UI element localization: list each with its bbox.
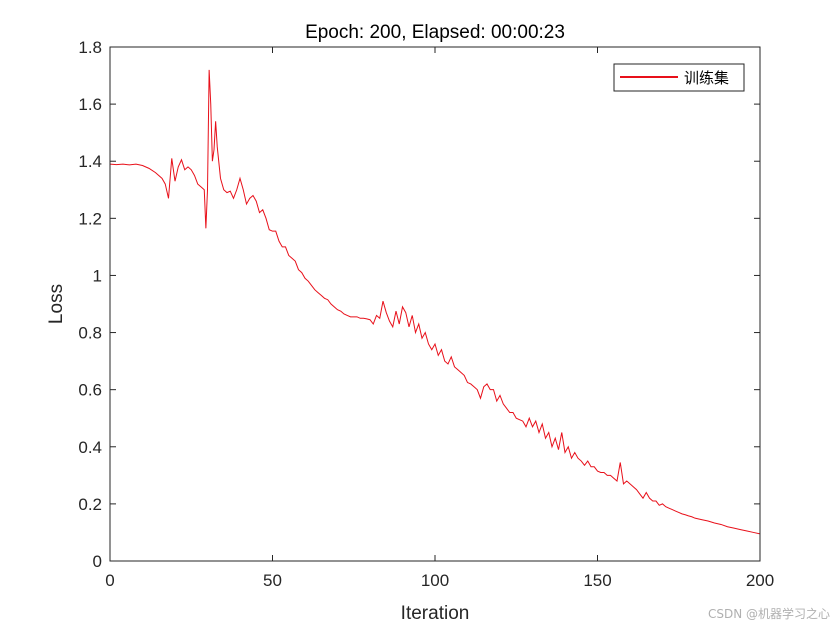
y-axis-label: Loss [46,284,67,324]
y-tick-label: 0.2 [78,495,102,514]
y-tick-label: 1.6 [78,95,102,114]
x-tick-label: 200 [746,571,774,590]
y-tick-label: 1.2 [78,209,102,228]
legend-label-train: 训练集 [684,69,729,87]
y-tick-label: 0.8 [78,324,102,343]
x-tick-label: 50 [263,571,282,590]
x-tick-label: 0 [105,571,114,590]
watermark: CSDN @机器学习之心 [707,607,830,621]
chart-title: Epoch: 200, Elapsed: 00:00:23 [305,22,565,43]
y-tick-label: 0.4 [78,438,102,457]
y-tick-label: 0 [93,552,102,571]
y-tick-label: 1.8 [78,38,102,57]
y-tick-label: 0.6 [78,381,102,400]
axes-box [109,46,761,562]
x-tick-label: 100 [421,571,449,590]
legend: 训练集 [613,63,745,92]
x-tick-label: 150 [583,571,611,590]
series-line-train [109,69,761,535]
plot-area [110,47,760,561]
axis-tick-labels: 0 50 100 150 200 0 0.2 0.4 0.6 0.8 1 1.2 1.4 1.6 1.8 [78,38,774,590]
y-tick-label: 1.4 [78,152,102,171]
y-tick-label: 1 [93,266,102,285]
x-axis-label: Iteration [401,603,470,624]
